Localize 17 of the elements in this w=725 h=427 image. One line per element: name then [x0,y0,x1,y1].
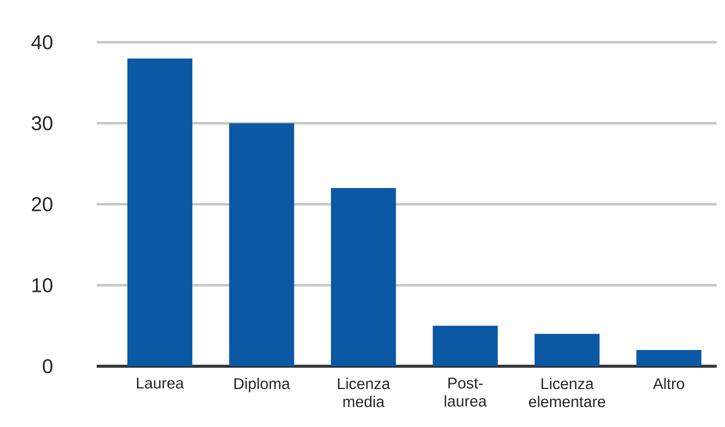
x-tick-label: Laurea [136,378,184,389]
bar [636,350,702,366]
bar [330,188,396,366]
y-tick-label: 30 [32,116,52,130]
bar [534,334,600,366]
x-tick-label: Diploma [234,378,290,392]
bar [432,326,498,366]
y-tick-label: 40 [31,35,52,50]
y-tick-label: 0 [42,359,52,374]
x-tick-label: Licenza media [338,378,390,408]
x-tick-label: Licenza elementare [528,378,606,408]
x-tick-label: Post-laurea [444,378,487,407]
y-tick-label: 10 [32,278,52,292]
bar [229,123,294,366]
x-tick-label: Altro [652,378,684,390]
y-tick-label: 20 [32,197,52,212]
bar [127,58,192,366]
